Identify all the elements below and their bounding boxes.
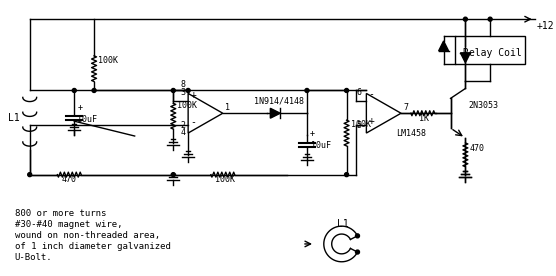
Text: L1: L1 — [8, 113, 19, 123]
Text: 1N914/4148: 1N914/4148 — [255, 96, 305, 105]
Text: +12: +12 — [537, 21, 554, 31]
Circle shape — [186, 89, 190, 92]
Text: 800 or more turns: 800 or more turns — [15, 209, 106, 218]
Text: 100K: 100K — [98, 56, 118, 65]
Circle shape — [92, 89, 96, 92]
Text: 5: 5 — [356, 121, 361, 130]
Circle shape — [171, 173, 175, 177]
Text: L1: L1 — [337, 219, 349, 229]
Text: Relay Coil: Relay Coil — [463, 48, 522, 58]
Circle shape — [72, 89, 76, 92]
Text: 100K: 100K — [177, 101, 197, 110]
Text: 100K: 100K — [215, 174, 235, 184]
Text: 470: 470 — [61, 174, 76, 184]
Text: 10uF: 10uF — [77, 115, 97, 124]
Text: +: + — [310, 129, 315, 138]
Circle shape — [463, 17, 468, 21]
Text: 1K: 1K — [419, 114, 429, 123]
Polygon shape — [439, 41, 449, 51]
Circle shape — [28, 173, 32, 177]
Text: 8: 8 — [180, 79, 185, 89]
Text: +: + — [369, 116, 374, 126]
Text: 3: 3 — [180, 88, 185, 97]
Text: 4: 4 — [180, 128, 185, 137]
Text: of 1 inch diameter galvanized: of 1 inch diameter galvanized — [15, 242, 171, 251]
Text: 2: 2 — [180, 121, 185, 130]
Circle shape — [305, 89, 309, 92]
Circle shape — [345, 89, 349, 92]
Polygon shape — [270, 108, 280, 118]
Text: wound on non-threaded area,: wound on non-threaded area, — [15, 231, 160, 240]
Text: 100K: 100K — [350, 120, 370, 129]
Text: 1: 1 — [225, 103, 230, 112]
Circle shape — [345, 173, 349, 177]
Circle shape — [488, 17, 492, 21]
Bar — [455, 36, 525, 64]
Text: #30-#40 magnet wire,: #30-#40 magnet wire, — [15, 220, 122, 229]
Text: 6: 6 — [356, 88, 361, 97]
Text: 2N3053: 2N3053 — [468, 101, 498, 110]
Polygon shape — [460, 53, 470, 63]
Text: -: - — [369, 89, 374, 99]
Text: 10uF: 10uF — [311, 141, 331, 150]
Circle shape — [355, 250, 360, 254]
Text: 470: 470 — [469, 144, 484, 153]
Text: U-Bolt.: U-Bolt. — [15, 253, 52, 262]
Text: 7: 7 — [403, 103, 408, 112]
Text: +: + — [77, 103, 82, 112]
Circle shape — [171, 89, 175, 92]
Text: LM1458: LM1458 — [396, 129, 426, 138]
Circle shape — [355, 234, 360, 238]
Text: +: + — [190, 91, 196, 100]
Text: -: - — [190, 117, 196, 127]
